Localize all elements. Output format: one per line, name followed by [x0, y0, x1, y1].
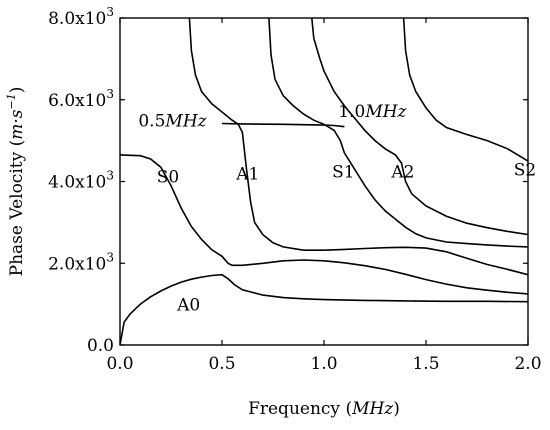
- curve-s2: [402, 18, 528, 162]
- curve-label: 0.5MHz: [138, 111, 207, 131]
- x-axis-title: Frequency (MHz): [248, 399, 400, 419]
- x-axis-title-unit: MHz: [351, 399, 394, 419]
- y-tick-label-mantissa: 8.0x10: [48, 9, 106, 29]
- y-axis-title-unit: m·s: [7, 109, 27, 140]
- curve-label-unit: MHz: [364, 102, 407, 122]
- curve-s0: [120, 154, 528, 295]
- y-tick-label: 8.0x103: [48, 5, 114, 29]
- axis-ticks: 0.0 0.5 1.0 1.5 2.00.02.0x1034.0x1036.0x1038…: [48, 5, 541, 374]
- y-tick-label-mantissa: 0.0: [87, 336, 114, 356]
- y-tick-label: 6.0x103: [48, 87, 114, 111]
- curve-label: A1: [235, 164, 259, 184]
- curve-a1: [188, 18, 528, 276]
- curve-label-unit: MHz: [164, 111, 207, 131]
- x-tick-label: 2.0: [514, 354, 541, 374]
- y-axis-title-paren-open: (: [7, 140, 27, 147]
- curve-label-text: S2: [514, 160, 536, 180]
- curve-a0: [120, 273, 528, 345]
- y-axis-title-unit-exp: −1: [5, 93, 18, 109]
- x-tick-label: 1.0: [310, 354, 337, 374]
- curve-a2: [311, 18, 528, 236]
- curve-label-text: 0.5: [138, 111, 165, 131]
- y-tick-label-exponent: 3: [106, 5, 114, 19]
- y-tick-label-mantissa: 2.0x10: [48, 254, 106, 274]
- curve-label: S1: [332, 162, 354, 182]
- y-tick-label-exponent: 3: [106, 169, 114, 183]
- x-axis-title-paren-close: ): [393, 399, 400, 419]
- y-axis-title-text: Phase Velocity: [7, 151, 27, 276]
- y-tick-label-exponent: 3: [106, 250, 114, 264]
- curve-cutoff-0-5mhz: [221, 122, 345, 128]
- x-tick-label: 1.5: [412, 354, 439, 374]
- curve-label: A2: [390, 162, 414, 182]
- x-axis-title-text: Frequency: [248, 399, 340, 419]
- y-tick-label: 0.0: [87, 336, 114, 356]
- curve-label: A0: [176, 295, 200, 315]
- chart-curves: [120, 18, 528, 345]
- y-axis-title: Phase Velocity (m·s−1): [5, 87, 27, 277]
- curve-s1: [268, 18, 528, 248]
- y-tick-label-mantissa: 4.0x10: [48, 173, 106, 193]
- curve-label: S2: [514, 160, 536, 180]
- x-axis-title-paren-open: (: [345, 399, 352, 419]
- x-tick-label: 0.0: [106, 354, 133, 374]
- curve-label-text: 1.0: [338, 102, 365, 122]
- x-tick-label: 0.5: [208, 354, 235, 374]
- y-tick-label: 2.0x103: [48, 250, 114, 274]
- y-tick-label: 4.0x103: [48, 169, 114, 193]
- curve-label-text: A1: [235, 164, 259, 184]
- curve-label-text: S0: [157, 167, 179, 187]
- curve-label-text: S1: [332, 162, 354, 182]
- y-axis-title-paren-close: ): [7, 87, 27, 94]
- curve-label-text: A0: [176, 295, 200, 315]
- curve-label-text: A2: [390, 162, 414, 182]
- y-tick-label-exponent: 3: [106, 87, 114, 101]
- y-tick-label-mantissa: 6.0x10: [48, 91, 106, 111]
- curve-label: 1.0MHz: [338, 102, 407, 122]
- curve-label: S0: [157, 167, 179, 187]
